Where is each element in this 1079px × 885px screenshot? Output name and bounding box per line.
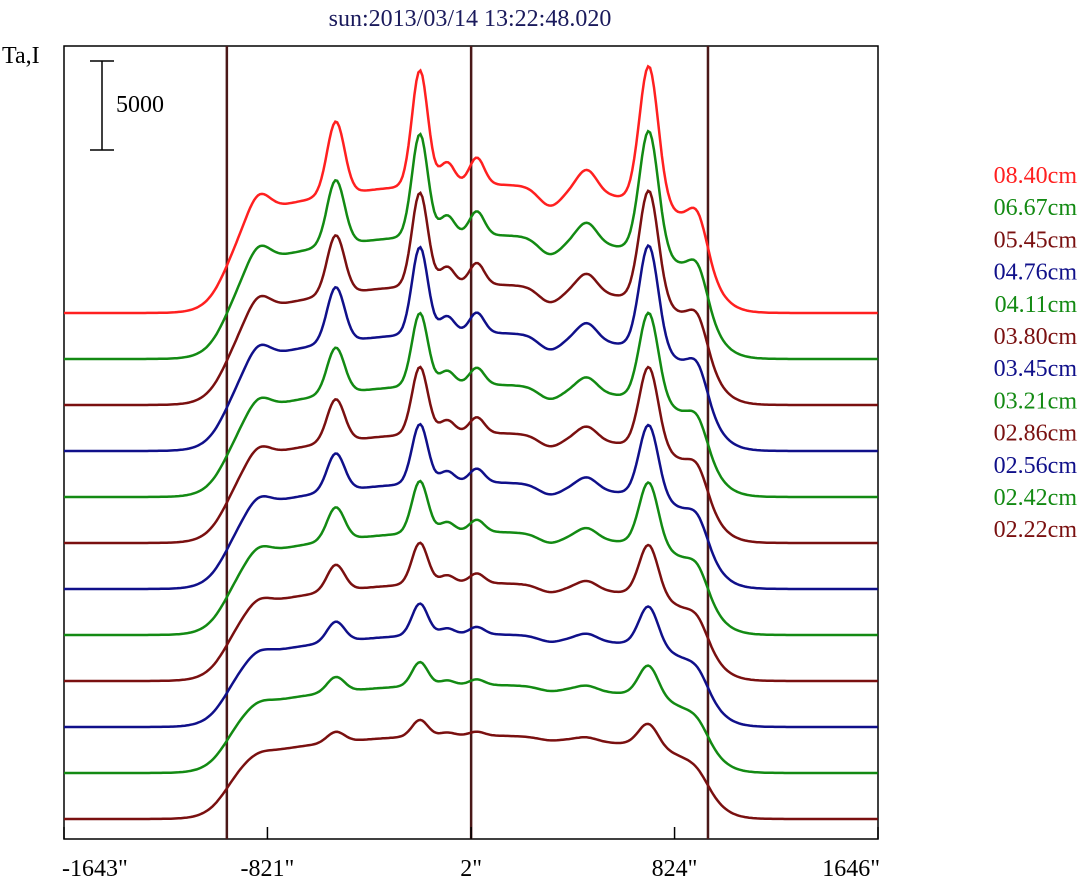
series-line-04.76cm [64, 243, 878, 453]
legend-entry-03.45cm: 03.45cm [994, 356, 1078, 382]
legend: 08.40cm 06.67cm 05.45cm 04.76cm 04.11cm 03.80… [994, 163, 1078, 543]
series-line-02.86cm [64, 541, 878, 683]
x-tick-label-1: -821" [241, 856, 295, 882]
legend-entry-08.40cm: 08.40cm [994, 163, 1078, 189]
series-line-03.80cm [64, 365, 878, 545]
series-line-04.11cm [64, 311, 878, 499]
x-tick-label-2: 2" [460, 856, 482, 882]
legend-entry-02.22cm: 02.22cm [994, 517, 1078, 543]
chart-title: sun:2013/03/14 13:22:48.020 [329, 6, 612, 32]
legend-entry-04.11cm: 04.11cm [995, 292, 1078, 318]
legend-entry-03.21cm: 03.21cm [994, 388, 1078, 414]
legend-entry-05.45cm: 05.45cm [994, 227, 1078, 253]
series-line-02.42cm [64, 660, 878, 775]
legend-entry-02.56cm: 02.56cm [994, 453, 1078, 479]
legend-entry-06.67cm: 06.67cm [994, 195, 1078, 221]
legend-entry-03.80cm: 03.80cm [994, 324, 1078, 350]
x-tick-label-3: 824" [652, 856, 698, 882]
series-line-06.67cm [64, 129, 878, 361]
x-tick-label-0: -1643" [62, 856, 128, 882]
scale-bar-label: 5000 [116, 92, 164, 118]
y-axis-label: Ta,I [2, 43, 40, 69]
series-line-03.21cm [64, 479, 878, 637]
series-line-05.45cm [64, 189, 878, 407]
x-axis-ticks: -1643" -821" 2" 824" 1646" [62, 827, 880, 882]
series-line-03.45cm [64, 422, 878, 591]
legend-entry-02.42cm: 02.42cm [994, 485, 1078, 511]
vertical-markers [225, 46, 710, 839]
series-line-02.22cm [64, 718, 878, 821]
legend-entry-04.76cm: 04.76cm [994, 260, 1078, 286]
series-line-02.56cm [64, 602, 878, 729]
legend-entry-02.86cm: 02.86cm [994, 421, 1078, 447]
series-line-08.40cm [64, 64, 878, 315]
x-tick-label-4: 1646" [822, 856, 880, 882]
scale-bar: 5000 [90, 60, 164, 151]
series-lines [64, 64, 878, 821]
